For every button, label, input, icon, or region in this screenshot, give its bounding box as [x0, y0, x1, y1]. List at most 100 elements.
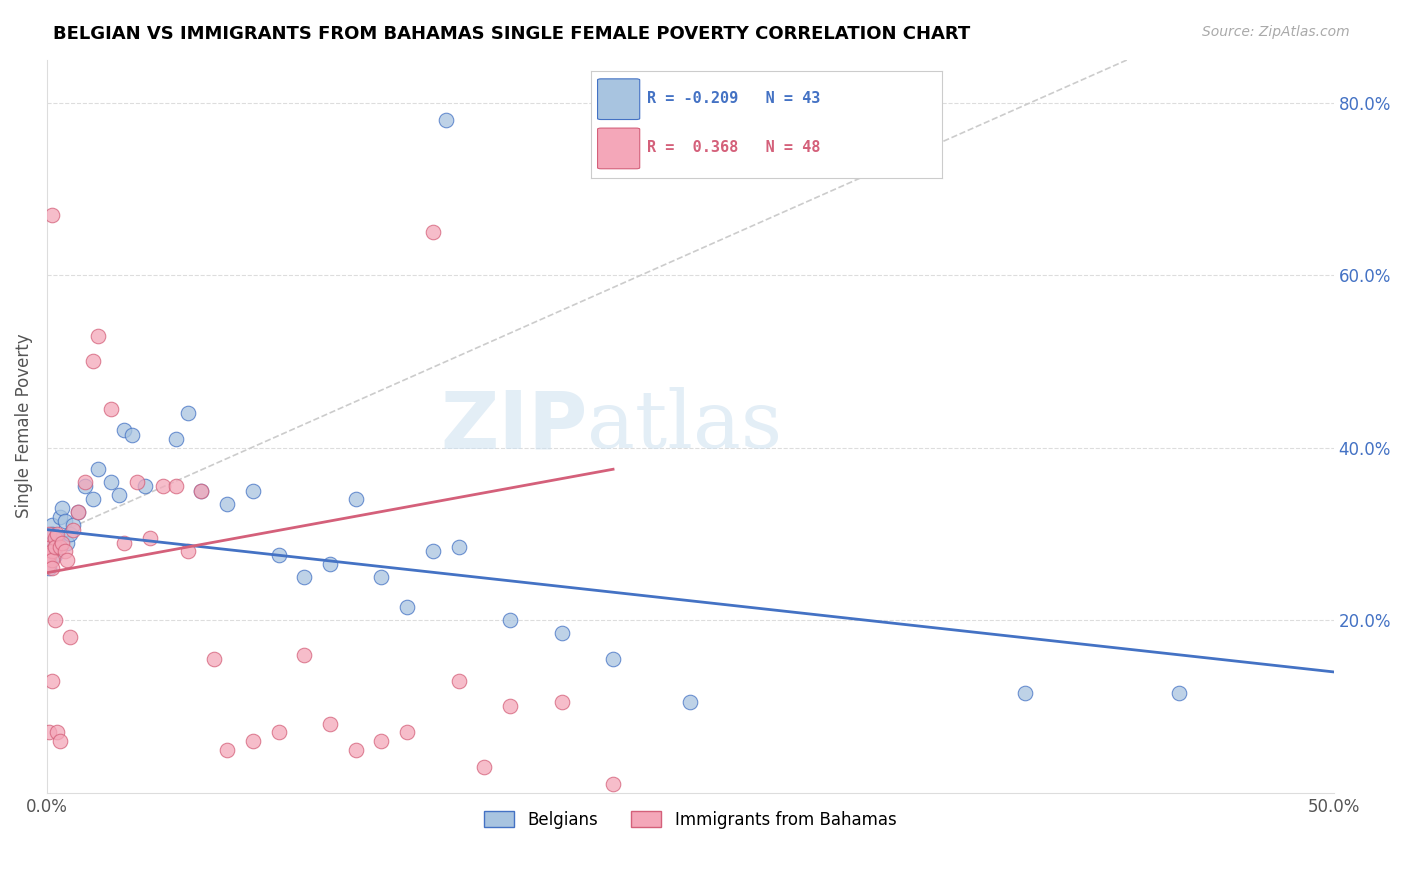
Point: [434, 112, 457, 127]
Text: BELGIAN VS IMMIGRANTS FROM BAHAMAS SINGLE FEMALE POVERTY CORRELATION CHART: BELGIAN VS IMMIGRANTS FROM BAHAMAS SINGL…: [53, 25, 970, 43]
Point: [38, 527, 60, 541]
Point: [215, 497, 238, 511]
Point: [62, 518, 84, 533]
Point: [474, 760, 496, 774]
Point: [499, 613, 522, 627]
FancyBboxPatch shape: [598, 128, 640, 169]
Point: [422, 544, 444, 558]
Point: [38, 561, 60, 575]
Point: [41, 673, 63, 688]
FancyBboxPatch shape: [598, 78, 640, 120]
Point: [267, 549, 290, 563]
Point: [292, 570, 315, 584]
Point: [41, 544, 63, 558]
Point: [202, 652, 225, 666]
Point: [41, 208, 63, 222]
Point: [82, 492, 104, 507]
Point: [165, 432, 187, 446]
Text: ZIP: ZIP: [440, 387, 588, 465]
Point: [177, 544, 200, 558]
Point: [75, 475, 97, 490]
Point: [139, 531, 162, 545]
Point: [59, 631, 82, 645]
Point: [38, 540, 60, 554]
Point: [38, 557, 60, 571]
Point: [602, 652, 624, 666]
Point: [87, 328, 110, 343]
Point: [66, 505, 89, 519]
Point: [108, 488, 131, 502]
Text: R =  0.368   N = 48: R = 0.368 N = 48: [647, 140, 820, 155]
Point: [550, 626, 572, 640]
Point: [370, 570, 392, 584]
Point: [82, 354, 104, 368]
Point: [44, 531, 66, 545]
Point: [165, 479, 187, 493]
Y-axis label: Single Female Poverty: Single Female Poverty: [15, 334, 32, 518]
Point: [422, 225, 444, 239]
Point: [41, 553, 63, 567]
Point: [46, 527, 69, 541]
Point: [121, 427, 143, 442]
Point: [112, 424, 135, 438]
Point: [56, 535, 79, 549]
Point: [51, 535, 73, 549]
Point: [41, 518, 63, 533]
Point: [215, 742, 238, 756]
Point: [602, 777, 624, 791]
Point: [370, 734, 392, 748]
Point: [344, 742, 367, 756]
Point: [49, 540, 72, 554]
Point: [190, 483, 212, 498]
Point: [550, 695, 572, 709]
Point: [41, 535, 63, 549]
Point: [44, 613, 66, 627]
Point: [447, 673, 470, 688]
Point: [38, 544, 60, 558]
Point: [100, 401, 122, 416]
Point: [319, 716, 342, 731]
Point: [38, 725, 60, 739]
Point: [53, 514, 76, 528]
Point: [292, 648, 315, 662]
Point: [41, 561, 63, 575]
Legend: Belgians, Immigrants from Bahamas: Belgians, Immigrants from Bahamas: [478, 805, 903, 836]
Point: [499, 699, 522, 714]
Point: [242, 734, 264, 748]
Point: [59, 527, 82, 541]
Point: [396, 725, 419, 739]
Point: [51, 501, 73, 516]
Point: [134, 479, 156, 493]
Text: Source: ZipAtlas.com: Source: ZipAtlas.com: [1202, 25, 1350, 39]
Point: [319, 557, 342, 571]
Point: [44, 540, 66, 554]
Point: [125, 475, 148, 490]
Point: [679, 695, 702, 709]
Point: [152, 479, 174, 493]
Point: [49, 734, 72, 748]
Point: [177, 406, 200, 420]
Point: [44, 549, 66, 563]
Text: R = -0.209   N = 43: R = -0.209 N = 43: [647, 91, 820, 106]
Point: [1168, 686, 1191, 700]
Point: [62, 523, 84, 537]
Point: [87, 462, 110, 476]
Point: [190, 483, 212, 498]
Point: [46, 725, 69, 739]
Point: [44, 540, 66, 554]
Point: [396, 600, 419, 615]
Point: [242, 483, 264, 498]
Point: [53, 544, 76, 558]
Point: [38, 553, 60, 567]
Point: [49, 509, 72, 524]
Point: [344, 492, 367, 507]
Text: atlas: atlas: [588, 387, 783, 465]
Point: [1014, 686, 1036, 700]
Point: [38, 549, 60, 563]
Point: [46, 531, 69, 545]
Point: [56, 553, 79, 567]
Point: [267, 725, 290, 739]
Point: [41, 527, 63, 541]
Point: [66, 505, 89, 519]
Point: [447, 540, 470, 554]
